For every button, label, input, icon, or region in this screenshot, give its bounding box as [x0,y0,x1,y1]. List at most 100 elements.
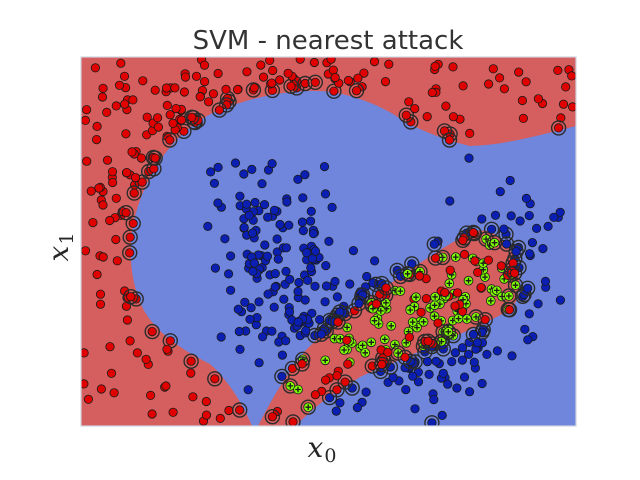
attack-point [395,286,406,296]
class0-point [332,371,342,381]
attack-point [436,336,447,347]
class1-point [457,343,468,353]
class0-point [441,101,451,111]
support-vector-ring [326,83,342,99]
support-vector-ring [466,225,482,242]
class0-point [108,177,118,188]
class0-point [168,407,178,417]
attack-point [381,297,391,308]
support-vector-ring [498,236,515,252]
y-axis-label-sub: 1 [56,233,78,245]
class0-point [268,65,278,76]
class1-point [490,210,501,220]
class0-point [473,267,483,277]
attack-point [360,347,371,358]
class1-point [270,268,280,279]
support-vector-ring [441,132,458,148]
class1-point [206,167,216,177]
class0-point [465,128,475,138]
class1-point [482,349,492,359]
class0-point [267,412,277,422]
attack-point [510,280,521,291]
support-vector-ring [348,82,365,99]
class0-point [147,409,157,419]
support-vector-ring [274,368,290,385]
class0-point [380,77,391,87]
class1-point [267,159,277,169]
class1-point [361,387,371,397]
class1-point [524,249,535,259]
class1-point [352,402,362,413]
x-axis-label: x0 [308,431,337,467]
class0-point [98,83,108,93]
class1-point [234,326,244,337]
class1-point [285,274,295,284]
plot-area [81,57,576,426]
class1-point [495,187,505,197]
class1-point [249,258,259,268]
class1-point [324,392,335,403]
class1-point [358,290,368,300]
class1-point [413,377,424,387]
class0-point [333,317,343,327]
attack-point [339,345,349,355]
class1-point [511,247,521,257]
class0-point [171,104,181,114]
attack-point [453,313,464,324]
class0-point [121,129,131,139]
class0-point [142,112,152,122]
class0-point [371,299,381,309]
class1-point [540,276,551,286]
class0-point [86,186,96,196]
class1-point [270,282,280,292]
class1-point [284,220,294,230]
class1-point [331,406,341,416]
x-axis-label-base: x [308,431,324,464]
class0-point [111,193,121,203]
class1-point [521,193,532,203]
class1-point [260,240,270,250]
class0-point [111,234,121,245]
class0-point [404,332,414,342]
support-vector-ring [294,356,310,372]
class1-point [267,326,277,336]
class0-point [295,57,305,64]
class0-point [82,156,92,166]
class0-point [381,283,391,293]
class1-point [209,178,219,188]
class1-point [321,260,331,271]
class1-point [246,303,256,313]
class1-point [501,239,512,249]
support-vector-ring [183,353,199,369]
support-vector-ring [398,107,414,123]
class1-point [254,297,264,307]
class0-point [204,97,214,107]
class1-point [452,383,462,393]
support-vector-ring [285,414,301,426]
class1-point [302,248,312,258]
class1-point [242,199,252,209]
class1-point [506,211,516,221]
class1-point [464,387,475,397]
class0-point [533,94,544,104]
attack-point [443,326,454,337]
class0-point [556,113,566,123]
class0-point [177,115,187,125]
y-axis-label: x1 [42,233,78,262]
attack-point [402,268,413,279]
attack-point [303,402,314,413]
support-vector-ring [330,314,346,330]
class1-point [293,317,303,327]
class0-point [165,135,175,145]
class0-point [125,232,135,242]
class0-point [150,85,160,95]
attack-point [444,278,455,289]
class0-point [476,282,486,293]
attack-point [369,315,380,326]
class1-point [254,358,264,368]
class1-point [298,226,308,236]
attack-point [411,292,421,303]
attack-point [491,285,502,296]
support-vector-ring [300,399,316,415]
class1-point [369,256,380,266]
